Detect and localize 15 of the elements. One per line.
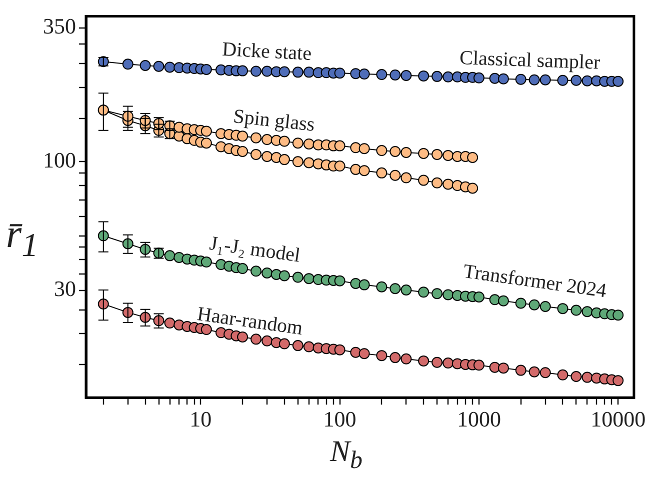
y-axis-title: r̄$_{1}$ [6,210,38,265]
annotation: Haar-random [196,303,304,340]
x-axis-title: N$_{b}$ [330,435,363,475]
annotation: Transformer 2024 [462,260,608,302]
annotation: Dicke state [222,38,312,66]
y-tick-label: 30 [54,276,76,302]
annotation: J₁-J₂ model [208,232,302,267]
x-tick-label: 1000 [456,406,501,432]
y-tick-label: 100 [43,147,76,172]
x-tick-label: 100 [323,406,356,432]
annotation: Spin glass [232,106,316,136]
y-tick-label: 350 [43,14,76,39]
annotation: Classical sampler [459,47,601,74]
x-tick-label: 10 [190,406,212,432]
x-tick-label: 10000 [590,406,646,432]
